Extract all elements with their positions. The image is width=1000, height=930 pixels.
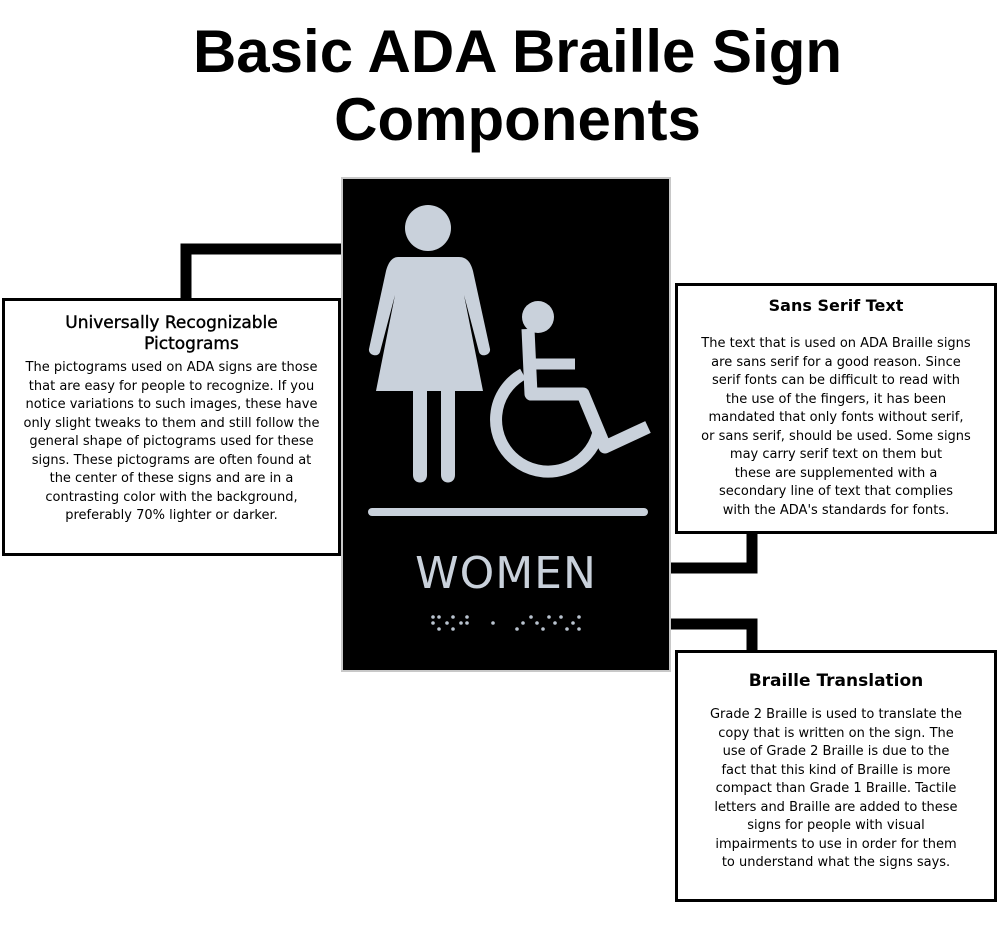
callout-sans-serif-body: The text that is used on ADA Braille sig… (684, 335, 988, 520)
callout-braille-body: Grade 2 Braille is used to translate the… (684, 706, 988, 873)
body-line: use of Grade 2 Braille is due to the (722, 744, 950, 759)
body-line: that are easy for people to recognize. I… (28, 378, 315, 394)
body-line: preferably 70% lighter or darker. (65, 508, 278, 523)
body-line: only slight tweaks to them and still fol… (23, 415, 320, 431)
body-line: notice variations to such images, these … (25, 397, 318, 412)
body-line: the center of these signs and are in a (49, 471, 294, 486)
sign-word-women: WOMEN (415, 548, 597, 599)
body-line: serif fonts can be difficult to read wit… (712, 373, 960, 388)
woman-pictogram-icon (368, 205, 491, 483)
callout-pictograms-heading: Universally Recognizable Pictograms (7, 313, 336, 355)
body-line: or sans serif, should be used. Some sign… (701, 428, 971, 444)
callout-pictograms-body: The pictograms used on ADA signs are tho… (7, 359, 336, 526)
body-line: fact that this kind of Braille is more (721, 762, 951, 778)
callout-sans-serif-heading: Sans Serif Text (768, 296, 904, 315)
body-line: secondary line of text that complies (718, 484, 954, 499)
callout-sans-serif: Sans Serif Text The text that is used on… (675, 283, 997, 534)
page-title: Basic ADA Braille Sign Components (0, 18, 1000, 154)
callout-pictograms: Universally Recognizable Pictograms The … (2, 298, 341, 556)
connector-pictograms (180, 243, 342, 298)
heading-line-2: Pictograms (144, 334, 239, 354)
callout-braille: Braille Translation Grade 2 Braille is u… (675, 650, 997, 902)
callout-braille-heading: Braille Translation (748, 671, 924, 691)
body-line: The pictograms used on ADA signs are tho… (25, 360, 318, 375)
connector-sans-serif (670, 534, 758, 574)
body-line: may carry serif text on them but (729, 447, 943, 462)
body-line: the use of the fingers, it has been (725, 391, 947, 407)
body-line: compact than Grade 1 Braille. Tactile (715, 781, 957, 796)
body-line: general shape of pictograms used for the… (29, 434, 314, 449)
body-line: signs. These pictograms are often found … (31, 452, 312, 468)
body-line: impairments to use in order for them (715, 836, 957, 852)
wheelchair-accessible-icon (490, 301, 651, 478)
body-line: are sans serif for a good reason. Since (711, 354, 961, 370)
body-line: letters and Braille are added to these (714, 799, 958, 815)
body-line: The text that is used on ADA Braille sig… (701, 336, 971, 351)
body-line: contrasting color with the background, (45, 489, 298, 505)
connector-braille (670, 618, 758, 650)
braille-dots-icon (431, 615, 581, 631)
divider-bar (368, 508, 648, 516)
body-line: with the ADA's standards for fonts. (722, 502, 950, 518)
body-line: Grade 2 Braille is used to translate the (709, 707, 963, 722)
body-line: to understand what the signs says. (721, 855, 951, 870)
heading-line-1: Universally Recognizable (65, 313, 278, 333)
body-line: copy that is written on the sign. The (718, 725, 954, 741)
title-line-2: Components (334, 86, 701, 153)
body-line: signs for people with visual (747, 818, 925, 833)
ada-sign (341, 177, 671, 672)
sign-artwork (368, 205, 651, 631)
title-line-1: Basic ADA Braille Sign (192, 18, 843, 85)
body-line: mandated that only fonts without serif, (708, 410, 964, 425)
body-line: these are supplemented with a (734, 465, 938, 481)
